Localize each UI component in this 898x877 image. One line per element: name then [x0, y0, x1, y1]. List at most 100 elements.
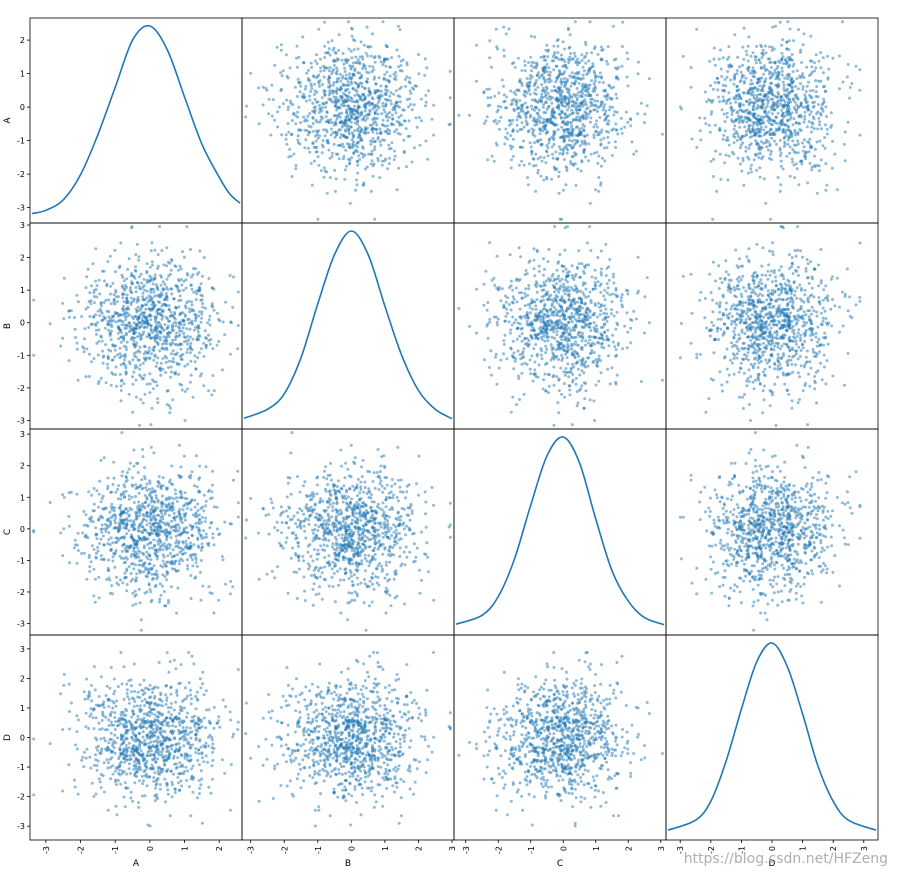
- scatter-point: [148, 346, 151, 350]
- scatter-point: [721, 95, 725, 99]
- scatter-point: [570, 81, 574, 85]
- scatter-point: [556, 295, 560, 299]
- scatter-point: [567, 61, 571, 65]
- scatter-point: [792, 106, 796, 109]
- scatter-point: [605, 146, 609, 150]
- scatter-point: [171, 341, 175, 345]
- scatter-point: [527, 287, 531, 291]
- scatter-point: [215, 311, 219, 315]
- scatter-point: [695, 27, 699, 31]
- scatter-point: [489, 349, 493, 353]
- scatter-point: [571, 362, 575, 366]
- scatter-point: [802, 138, 806, 142]
- scatter-point: [530, 337, 534, 340]
- scatter-point: [379, 154, 383, 157]
- scatter-point: [589, 93, 593, 97]
- scatter-point: [288, 147, 292, 151]
- scatter-point: [609, 312, 613, 316]
- scatter-point: [560, 277, 564, 281]
- scatter-point: [529, 320, 533, 324]
- scatter-point: [350, 97, 354, 101]
- scatter-point: [142, 326, 146, 329]
- scatter-point: [761, 86, 765, 90]
- scatter-point: [606, 286, 610, 290]
- scatter-point: [169, 268, 173, 272]
- scatter-point: [551, 302, 554, 306]
- scatter-point: [728, 97, 732, 101]
- scatter-point: [486, 104, 490, 108]
- scatter-point: [91, 262, 95, 266]
- scatter-point: [379, 60, 383, 64]
- scatter-point: [351, 87, 355, 91]
- scatter-point: [607, 338, 611, 342]
- scatter-point: [511, 145, 515, 149]
- scatter-point: [592, 359, 596, 363]
- scatter-point: [735, 85, 739, 89]
- scatter-point: [344, 124, 348, 128]
- scatter-point: [600, 75, 603, 79]
- scatter-point: [366, 54, 369, 58]
- scatter-point: [382, 108, 386, 112]
- scatter-point: [755, 45, 759, 48]
- scatter-point: [509, 328, 513, 332]
- scatter-point: [774, 116, 778, 119]
- scatter-point: [499, 299, 503, 303]
- scatter-point: [532, 141, 536, 145]
- scatter-point: [362, 181, 366, 185]
- scatter-point: [550, 145, 554, 149]
- scatter-point: [296, 77, 300, 81]
- scatter-point: [410, 160, 414, 164]
- scatter-point: [68, 315, 71, 319]
- scatter-point: [592, 342, 596, 346]
- scatter-point: [182, 323, 186, 326]
- scatter-point: [818, 123, 821, 127]
- scatter-point: [577, 316, 581, 320]
- scatter-point: [826, 77, 830, 81]
- scatter-point: [497, 285, 501, 289]
- scatter-point: [587, 295, 590, 298]
- scatter-point: [332, 142, 336, 146]
- scatter-point: [150, 307, 154, 311]
- kde-line-A: [31, 24, 241, 215]
- scatter-point: [799, 101, 803, 105]
- scatter-point: [599, 290, 603, 294]
- scatter-point: [545, 328, 548, 332]
- scatter-point: [589, 66, 593, 70]
- scatter-point: [597, 154, 601, 158]
- scatter-point: [770, 136, 774, 140]
- scatter-point: [368, 110, 372, 114]
- scatter-point: [519, 357, 523, 361]
- scatter-point: [319, 69, 323, 73]
- scatter-point: [185, 272, 189, 275]
- scatter-point: [177, 299, 181, 303]
- scatter-point: [599, 326, 603, 329]
- scatter-point: [557, 103, 561, 107]
- scatter-point: [368, 64, 372, 68]
- scatter-point: [390, 113, 394, 117]
- scatter-point: [351, 135, 355, 139]
- scatter-point: [127, 257, 131, 261]
- scatter-point: [415, 125, 419, 129]
- scatter-point: [198, 249, 202, 253]
- scatter-point: [554, 321, 557, 324]
- scatter-point: [342, 101, 345, 104]
- scatter-point: [581, 358, 585, 362]
- scatter-point: [791, 70, 795, 74]
- scatter-point: [177, 325, 181, 329]
- scatter-point: [343, 66, 347, 70]
- scatter-point: [383, 58, 386, 62]
- scatter-point: [758, 97, 762, 101]
- scatter-point: [325, 100, 329, 104]
- scatter-point: [588, 322, 592, 326]
- scatter-point: [196, 335, 200, 339]
- scatter-point: [360, 110, 364, 114]
- scatter-point: [738, 108, 742, 112]
- scatter-point: [555, 333, 559, 337]
- scatter-point: [181, 250, 185, 254]
- scatter-point: [350, 34, 354, 38]
- scatter-point: [749, 131, 753, 135]
- scatter-point: [787, 75, 791, 79]
- scatter-point: [377, 100, 380, 104]
- scatter-point: [532, 347, 536, 351]
- scatter-point: [825, 183, 829, 187]
